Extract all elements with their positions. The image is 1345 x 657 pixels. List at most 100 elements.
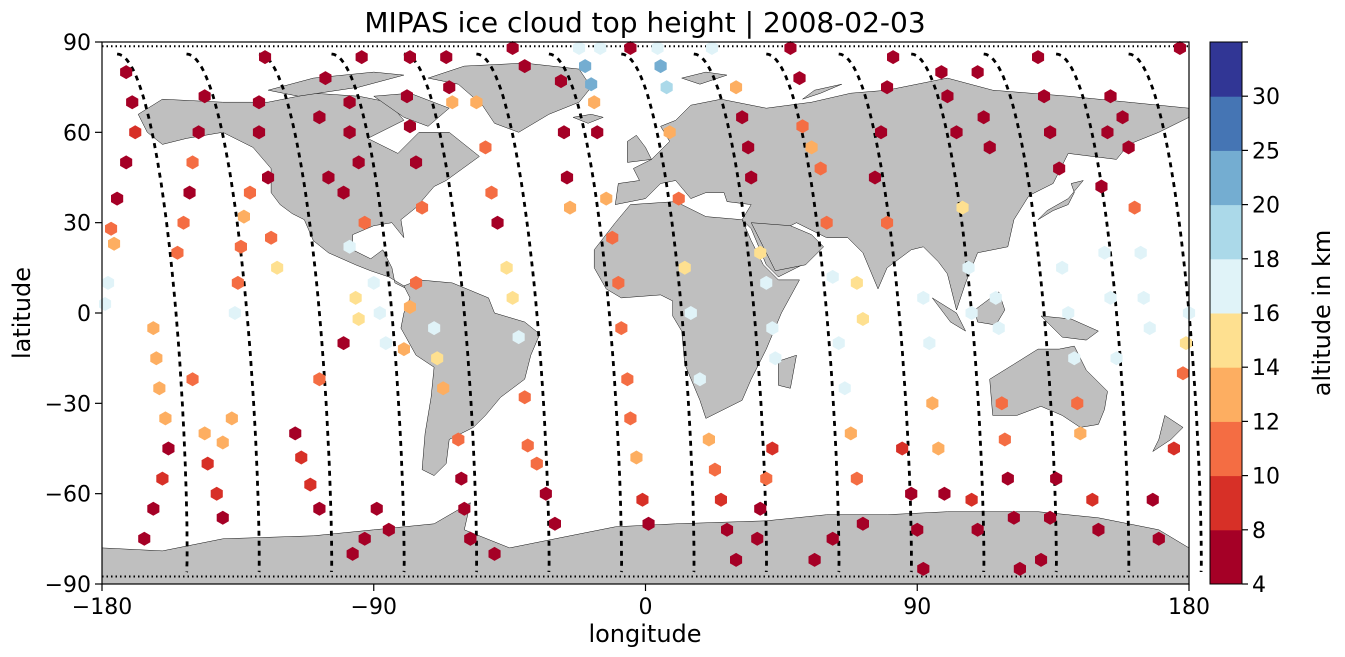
cloud-marker [672, 191, 685, 206]
y-tick-label: 90 [63, 31, 91, 56]
cloud-marker [262, 170, 275, 185]
colorbar-label: altitude in km [1308, 230, 1336, 397]
cloud-marker [554, 74, 567, 89]
cloud-marker [108, 236, 121, 251]
cloud-marker [977, 110, 990, 125]
cloud-marker [971, 65, 984, 80]
cloud-marker [769, 351, 782, 366]
cloud-marker [349, 290, 362, 305]
cloud-marker [231, 275, 244, 290]
cloud-marker [1134, 245, 1147, 260]
cloud-marker [1098, 245, 1111, 260]
cloud-marker [1068, 351, 1081, 366]
cloud-marker [808, 552, 821, 567]
cloud-marker [150, 351, 163, 366]
y-tick-label: 0 [77, 302, 91, 327]
cloud-marker [201, 456, 214, 471]
cloud-marker [234, 239, 247, 254]
x-tick-label: 90 [903, 595, 931, 620]
cloud-marker [784, 41, 797, 55]
cloud-marker [428, 321, 441, 336]
cloud-marker [1128, 200, 1141, 215]
cloud-marker [120, 155, 133, 170]
cloud-marker [147, 501, 160, 516]
cloud-marker [992, 321, 1005, 336]
cloud-marker [850, 275, 863, 290]
cloud-marker [754, 245, 767, 260]
colorbar-segment [1210, 42, 1242, 97]
cloud-marker [1035, 552, 1048, 567]
cloud-marker [600, 191, 613, 206]
y-axis: −90 −60 −30 0 30 60 90 [45, 31, 102, 598]
cloud-marker [838, 381, 851, 396]
cloud-marker [714, 492, 727, 507]
cloud-marker [186, 372, 199, 387]
cloud-marker [259, 50, 272, 65]
cloud-marker [557, 125, 570, 140]
cloud-marker [1104, 89, 1117, 104]
x-axis: −180 −90 0 90 180 [72, 584, 1210, 620]
cloud-marker [183, 185, 196, 200]
cloud-marker [319, 71, 332, 86]
cloud-marker [352, 312, 365, 326]
cloud-marker [911, 522, 924, 537]
cloud-marker [1050, 471, 1063, 486]
cloud-marker [518, 59, 531, 74]
cloud-marker [400, 89, 413, 104]
cloud-marker [1013, 561, 1026, 576]
cloud-marker [708, 462, 721, 477]
cloud-marker [322, 170, 335, 185]
cloud-marker [177, 215, 190, 230]
cloud-marker [760, 471, 773, 486]
colorbar-tick-label: 30 [1252, 85, 1280, 110]
cloud-marker [506, 41, 519, 55]
colorbar-segment [1210, 96, 1242, 151]
cloud-marker [265, 230, 278, 245]
cloud-marker [111, 191, 124, 206]
cloud-marker [225, 411, 238, 426]
cloud-marker [989, 290, 1002, 305]
cloud-marker [1044, 125, 1057, 140]
satellite-track [548, 52, 623, 573]
cloud-marker [358, 215, 371, 230]
colorbar-tick-label: 10 [1252, 465, 1280, 490]
satellite-tracks [102, 45, 1203, 578]
satellite-track [766, 52, 841, 573]
cloud-marker [588, 95, 601, 110]
cloud-marker [938, 486, 951, 501]
cloud-marker [313, 372, 326, 387]
cloud-marker [1001, 471, 1014, 486]
cloud-marker [1152, 531, 1165, 546]
cloud-marker [730, 80, 743, 95]
cloud-marker [416, 200, 429, 215]
satellite-track [621, 52, 696, 573]
cloud-marker [485, 185, 498, 200]
colorbar: 4 8 10 12 14 16 18 20 25 30 [1209, 41, 1280, 598]
cloud-marker [998, 432, 1011, 447]
cloud-marker [826, 531, 839, 546]
cloud-marker [313, 110, 326, 125]
colorbar-segment [1210, 258, 1242, 314]
cloud-marker [766, 441, 779, 456]
cloud-marker [1143, 321, 1156, 336]
colorbar-tick-label: 4 [1252, 573, 1266, 598]
cloud-marker [403, 119, 416, 134]
land-madagascar [778, 354, 797, 389]
cloud-marker [1176, 366, 1189, 381]
cloud-marker [1122, 140, 1135, 155]
satellite-track [116, 52, 189, 573]
cloud-marker [702, 432, 715, 447]
cloud-marker [352, 155, 365, 170]
colorbar-segment [1210, 313, 1242, 368]
cloud-marker [446, 95, 459, 110]
cloud-marker [1137, 290, 1150, 305]
cloud-marker [343, 239, 356, 254]
cloud-marker [518, 390, 531, 405]
cloud-marker [1044, 510, 1057, 525]
cloud-marker [856, 312, 869, 326]
cloud-marker [941, 89, 954, 104]
cloud-marker [935, 65, 948, 80]
cloud-marker [228, 306, 241, 320]
cloud-marker [1086, 492, 1099, 507]
colorbar-tick-label: 20 [1252, 194, 1280, 219]
